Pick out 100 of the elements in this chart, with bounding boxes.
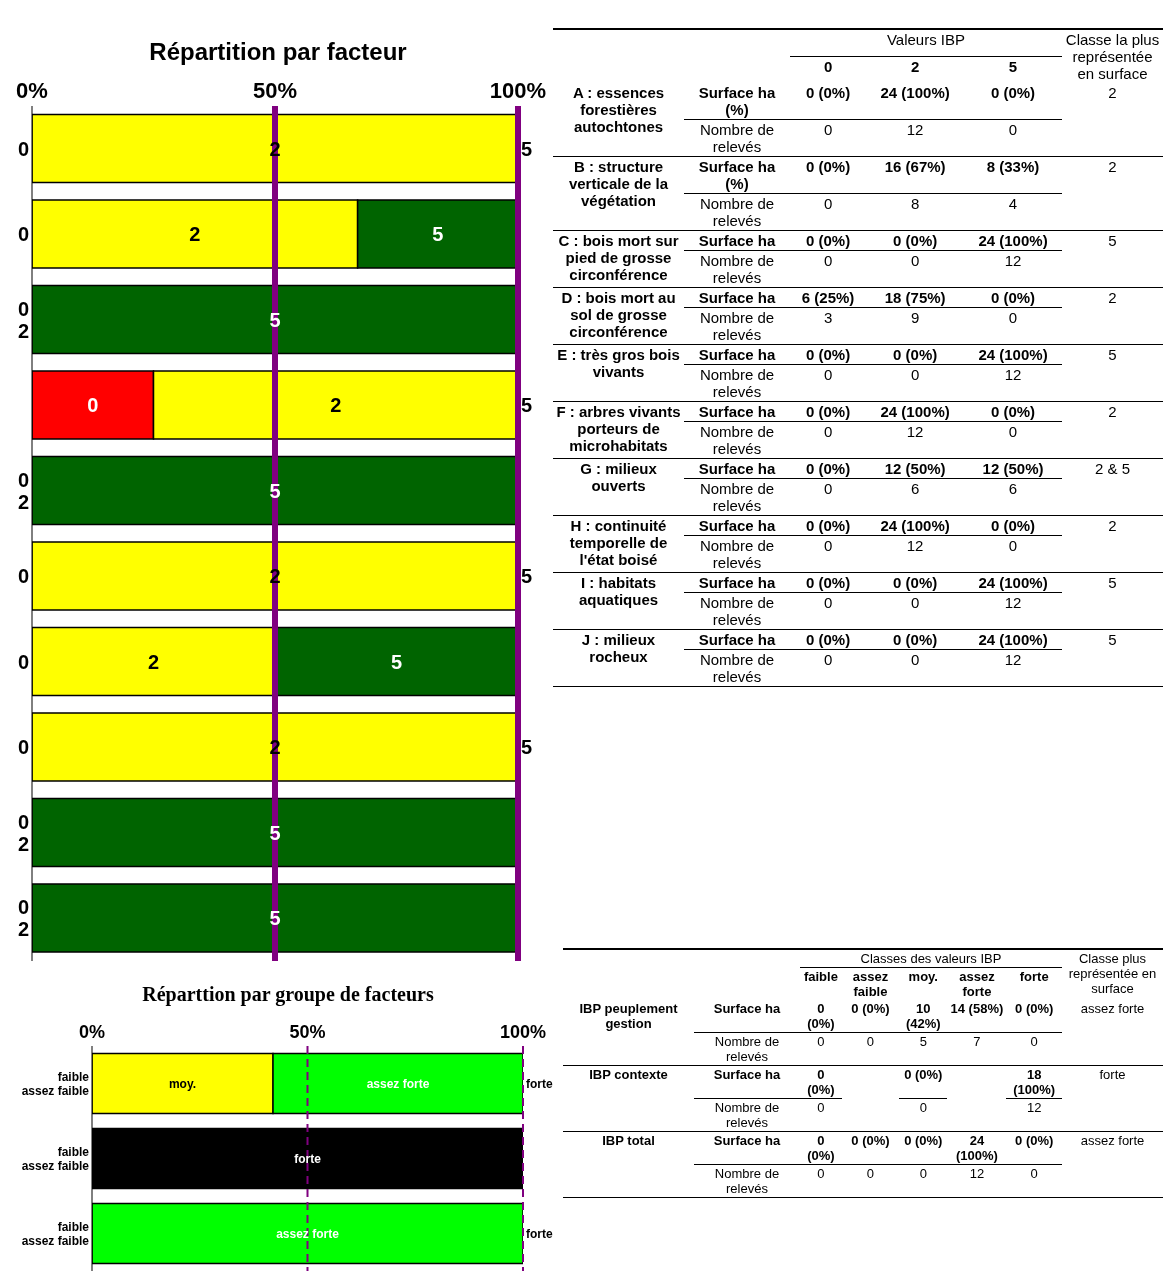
- text: Nombre de relevés: [699, 309, 775, 343]
- x-tick-label: 50%: [252, 78, 298, 103]
- text: 2: [17, 319, 29, 342]
- chart-title: Réparttion par groupe de facteurs: [141, 983, 435, 1006]
- text: 2: [17, 832, 29, 855]
- text: Nombre de relevés: [699, 195, 775, 229]
- text: C : bois mort sur pied de grosse circonférence: [558, 232, 679, 283]
- text: 0: [17, 736, 29, 759]
- text: 0 (0%): [904, 1133, 943, 1148]
- text: 0 (0%): [851, 1001, 890, 1016]
- text: 0: [910, 651, 920, 668]
- text: 0 (0%): [807, 1001, 835, 1031]
- text: Classes des valeurs IBP: [800, 949, 1062, 968]
- text: 0: [17, 650, 29, 673]
- text: Nombre de relevés: [714, 1034, 780, 1064]
- category-label: 2: [189, 223, 201, 246]
- text: 8: [910, 195, 920, 212]
- text: 24 (100%): [978, 574, 1048, 591]
- text: 6: [910, 480, 920, 497]
- category-label: Classe plus représentée en surface: [1067, 950, 1158, 998]
- text: 5: [919, 1034, 927, 1049]
- text: 5: [269, 308, 281, 331]
- text: IBP total: [602, 1133, 655, 1148]
- text: 0: [1008, 121, 1018, 138]
- text: 2: [1108, 84, 1117, 101]
- text: Surface ha: [698, 289, 776, 306]
- text: 0 (0%): [805, 574, 851, 591]
- category-label: assez forte: [958, 968, 996, 1000]
- text: 2: [330, 394, 342, 417]
- text: 0 (0%): [990, 289, 1036, 306]
- category-label: moy.: [907, 968, 939, 986]
- text: Surface ha (%): [698, 84, 776, 118]
- text: 24 (100%): [955, 1133, 998, 1163]
- text: 2: [147, 650, 160, 673]
- x-tick-label: 50%: [289, 1022, 326, 1042]
- text: 7: [973, 1034, 981, 1049]
- text: Nombre de relevés: [699, 252, 775, 286]
- series-label: forte: [294, 1151, 322, 1166]
- text: Nombre de relevés: [699, 423, 775, 457]
- text: Nombre de relevés: [699, 537, 775, 571]
- category-label: faible: [802, 968, 839, 986]
- text: IBP peuplement gestion: [579, 1001, 678, 1031]
- category-label: 0: [822, 57, 834, 78]
- text: B : structure verticale de la végétation: [568, 158, 669, 209]
- text: 0 (0%): [807, 1133, 835, 1163]
- text: 0: [823, 366, 833, 383]
- text: 0 (0%): [990, 84, 1036, 101]
- text: 0: [910, 252, 920, 269]
- text: 0: [17, 810, 29, 833]
- text: E : très gros bois vivants: [557, 346, 680, 380]
- text: faible: [57, 1144, 89, 1159]
- text: 0: [823, 121, 833, 138]
- text: 0: [823, 252, 833, 269]
- text: Surface ha: [698, 574, 776, 591]
- text: F : arbres vivants porteurs de microhabitats: [556, 403, 681, 454]
- text: Nombre de relevés: [714, 1100, 780, 1130]
- text: Surface ha: [698, 460, 776, 477]
- text: 0: [910, 366, 920, 383]
- text: 18 (75%): [884, 289, 946, 306]
- text: 0: [817, 1034, 825, 1049]
- text: Valeurs IBP: [790, 29, 1062, 57]
- text: 0 (0%): [893, 574, 938, 591]
- text: 5: [521, 736, 533, 759]
- text: 24 (100%): [880, 84, 950, 101]
- text: 0 (0%): [805, 158, 851, 175]
- text: 5: [1108, 631, 1117, 648]
- text: 2: [1108, 289, 1117, 306]
- text: 0: [1008, 309, 1018, 326]
- text: 0 (0%): [805, 460, 851, 477]
- text: 24 (100%): [978, 232, 1048, 249]
- text: 2: [17, 918, 29, 941]
- text: faible: [57, 1069, 90, 1084]
- text: Surface ha: [698, 232, 776, 249]
- text: 2: [1108, 403, 1117, 420]
- text: 0 (0%): [893, 346, 938, 363]
- text: 5: [269, 907, 281, 930]
- text: 5: [1108, 346, 1117, 363]
- text: 0: [1030, 1166, 1038, 1181]
- text: 12: [1004, 594, 1022, 611]
- text: 0: [866, 1034, 875, 1049]
- text: 5: [521, 394, 533, 417]
- text: 6: [1008, 480, 1018, 497]
- text: 0 (0%): [990, 517, 1036, 534]
- text: 8 (33%): [986, 158, 1040, 175]
- chart-title: Répartition par facteur: [148, 38, 408, 66]
- text: IBP contexte: [589, 1067, 668, 1082]
- text: 2: [1108, 158, 1117, 175]
- text: 0: [1030, 1034, 1038, 1049]
- text: 0 (0%): [893, 232, 938, 249]
- text: 12: [1004, 252, 1022, 269]
- text: 12 (50%): [982, 460, 1044, 477]
- text: 0: [817, 1166, 825, 1181]
- text: Nombre de relevés: [699, 121, 775, 155]
- text: 0 (0%): [851, 1133, 890, 1148]
- text: 0 (0%): [805, 631, 851, 648]
- text: 0 (0%): [893, 631, 938, 648]
- x-tick-label: 100%: [489, 78, 547, 103]
- text: Surface ha: [698, 346, 776, 363]
- text: 12 (50%): [884, 460, 946, 477]
- text: forte: [526, 1226, 553, 1241]
